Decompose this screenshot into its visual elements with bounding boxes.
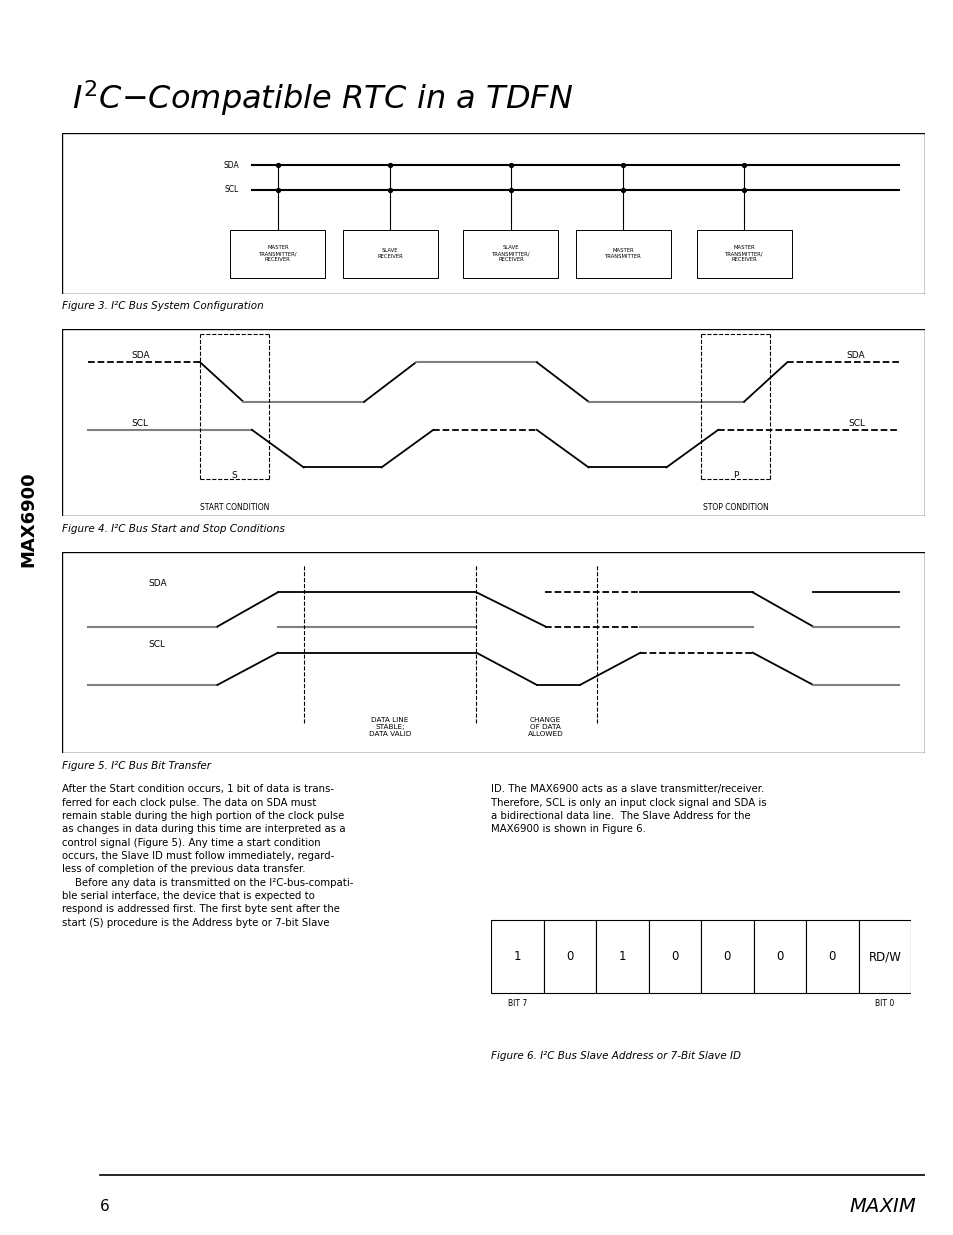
Bar xyxy=(648,920,700,993)
Text: 6: 6 xyxy=(100,1199,110,1214)
Bar xyxy=(463,230,558,278)
Text: After the Start condition occurs, 1 bit of data is trans-
ferred for each clock : After the Start condition occurs, 1 bit … xyxy=(62,784,353,927)
Text: SCL: SCL xyxy=(225,185,239,194)
Text: Figure 5. I²C Bus Bit Transfer: Figure 5. I²C Bus Bit Transfer xyxy=(62,761,211,771)
Text: P: P xyxy=(732,472,738,480)
Bar xyxy=(491,920,543,993)
Text: 0: 0 xyxy=(828,950,835,963)
Text: RD/W: RD/W xyxy=(867,950,901,963)
Text: SDA: SDA xyxy=(131,352,150,361)
Text: Figure 6. I²C Bus Slave Address or 7-Bit Slave ID: Figure 6. I²C Bus Slave Address or 7-Bit… xyxy=(491,1051,740,1061)
Bar xyxy=(543,920,596,993)
Bar xyxy=(596,920,648,993)
Text: 0: 0 xyxy=(776,950,782,963)
Text: ID. The MAX6900 acts as a slave transmitter/receiver.
Therefore, SCL is only an : ID. The MAX6900 acts as a slave transmit… xyxy=(491,784,766,835)
Text: SDA: SDA xyxy=(149,579,167,588)
Bar xyxy=(230,230,325,278)
Text: SDA: SDA xyxy=(845,352,864,361)
Text: SCL: SCL xyxy=(847,419,864,429)
Text: MASTER
TRANSMITTER/
RECEIVER: MASTER TRANSMITTER/ RECEIVER xyxy=(258,246,296,262)
Bar xyxy=(696,230,791,278)
Bar xyxy=(858,920,910,993)
Text: DATA LINE
STABLE;
DATA VALID: DATA LINE STABLE; DATA VALID xyxy=(369,718,411,737)
Text: $\mathit{MAXIM}$: $\mathit{MAXIM}$ xyxy=(848,1197,916,1215)
Text: MASTER
TRANSMITTER: MASTER TRANSMITTER xyxy=(604,248,641,259)
Text: Figure 3. I²C Bus System Configuration: Figure 3. I²C Bus System Configuration xyxy=(62,301,263,311)
Text: MASTER
TRANSMITTER/
RECEIVER: MASTER TRANSMITTER/ RECEIVER xyxy=(724,246,762,262)
Bar xyxy=(805,920,858,993)
Text: SDA: SDA xyxy=(223,161,239,170)
Text: SLAVE
TRANSMITTER/
RECEIVER: SLAVE TRANSMITTER/ RECEIVER xyxy=(491,246,530,262)
Text: CHANGE
OF DATA
ALLOWED: CHANGE OF DATA ALLOWED xyxy=(527,718,563,737)
Text: Figure 4. I²C Bus Start and Stop Conditions: Figure 4. I²C Bus Start and Stop Conditi… xyxy=(62,524,285,534)
Bar xyxy=(575,230,670,278)
Text: SCL: SCL xyxy=(131,419,148,429)
Text: 1: 1 xyxy=(618,950,625,963)
Text: SLAVE
RECEIVER: SLAVE RECEIVER xyxy=(376,248,402,259)
Text: S: S xyxy=(232,472,237,480)
Text: BIT 7: BIT 7 xyxy=(507,999,527,1008)
Text: START CONDITION: START CONDITION xyxy=(200,504,269,513)
Text: $\mathit{I^2C}$$\mathbf{\mathit{-Compatible\ RTC\ in\ a\ TDFN}}$: $\mathit{I^2C}$$\mathbf{\mathit{-Compati… xyxy=(71,79,573,119)
Bar xyxy=(342,230,437,278)
Text: SCL: SCL xyxy=(149,640,165,648)
Text: 0: 0 xyxy=(566,950,573,963)
Text: MAX6900: MAX6900 xyxy=(19,471,37,567)
Text: 0: 0 xyxy=(723,950,730,963)
Text: BIT 0: BIT 0 xyxy=(874,999,894,1008)
Text: 0: 0 xyxy=(671,950,678,963)
Bar xyxy=(753,920,805,993)
Text: STOP CONDITION: STOP CONDITION xyxy=(701,504,767,513)
Text: 1: 1 xyxy=(514,950,520,963)
Bar xyxy=(700,920,753,993)
